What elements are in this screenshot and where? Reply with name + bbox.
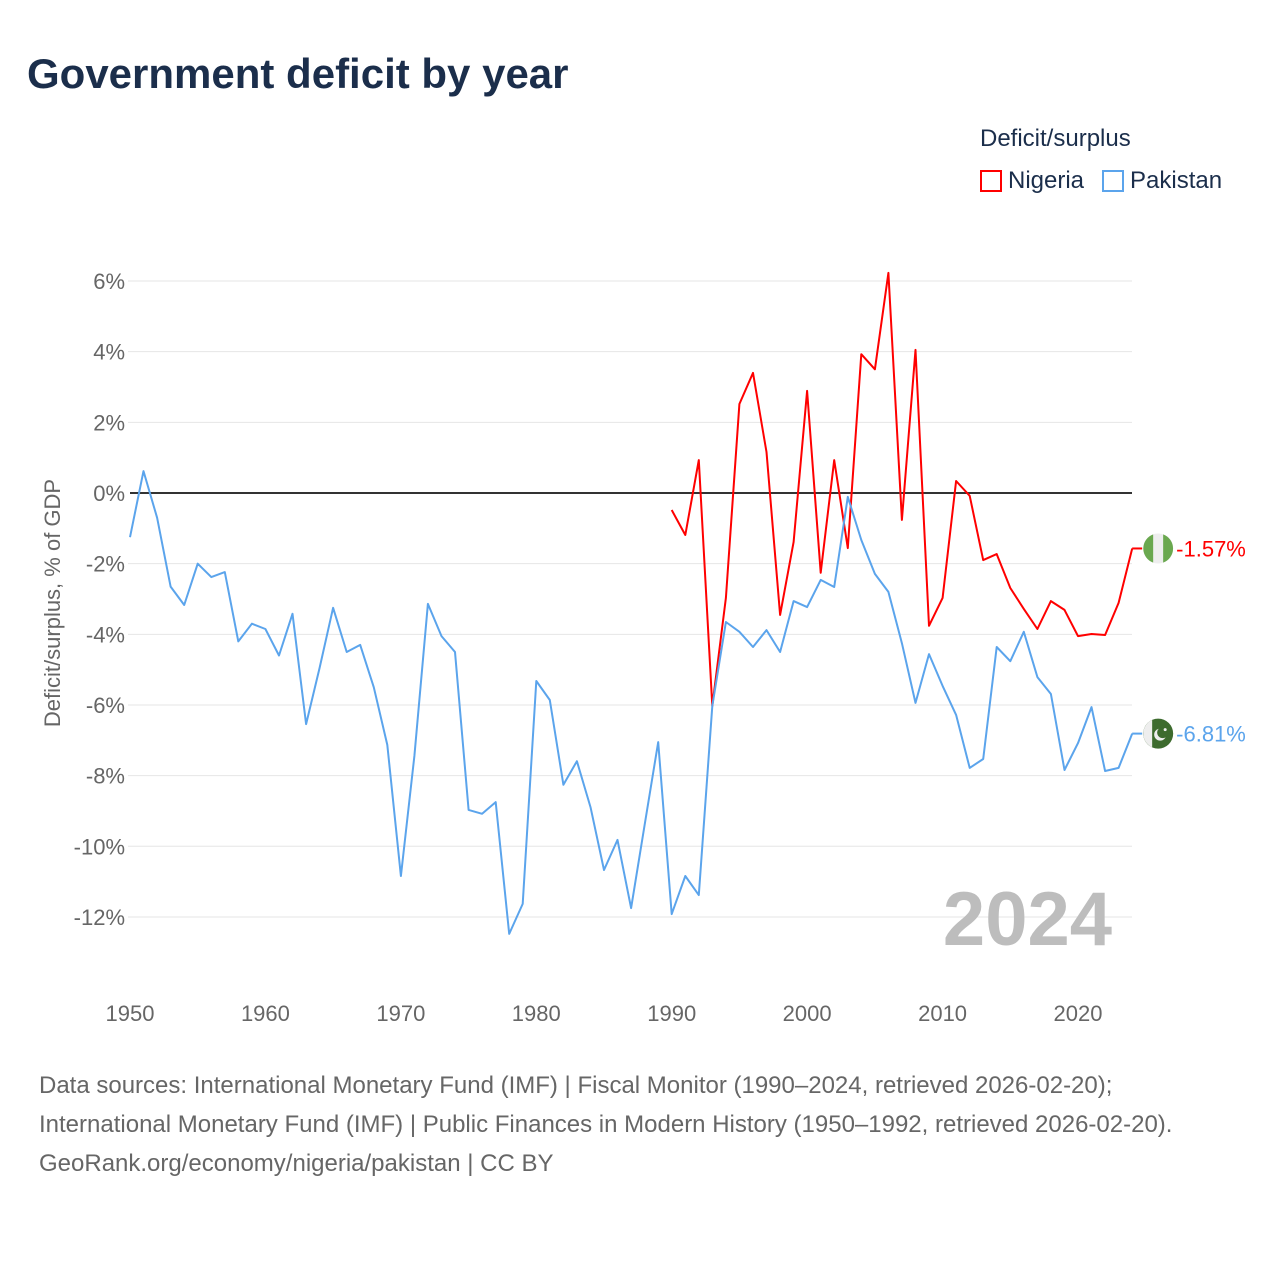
y-tick-label: -10% bbox=[74, 834, 125, 859]
legend-label: Pakistan bbox=[1130, 167, 1223, 194]
legend-item-pakistan[interactable]: Pakistan bbox=[1102, 167, 1222, 195]
legend-item-nigeria[interactable]: Nigeria bbox=[980, 167, 1084, 195]
footer: Data sources: International Monetary Fun… bbox=[39, 1066, 1239, 1183]
y-tick-label: -12% bbox=[74, 905, 125, 930]
y-tick-label: -4% bbox=[86, 622, 125, 647]
star-icon bbox=[1163, 728, 1167, 732]
legend: Nigeria Pakistan bbox=[980, 167, 1222, 195]
legend-swatch-pakistan bbox=[1102, 170, 1125, 192]
x-tick-label: 1990 bbox=[647, 1001, 696, 1026]
x-tick-label: 2000 bbox=[783, 1001, 832, 1026]
x-tick-label: 1980 bbox=[512, 1001, 561, 1026]
y-tick-label: 4% bbox=[93, 340, 125, 365]
x-tick-label: 2010 bbox=[918, 1001, 967, 1026]
x-tick-label: 2020 bbox=[1054, 1001, 1103, 1026]
legend-title: Deficit/surplus bbox=[980, 125, 1131, 152]
end-value-label: -1.57% bbox=[1176, 536, 1246, 561]
series-line-pakistan bbox=[129, 470, 1134, 935]
legend-swatch-nigeria bbox=[980, 170, 1002, 192]
x-tick-label: 1970 bbox=[376, 1001, 425, 1026]
nigeria-flag-icon-green-right bbox=[1163, 534, 1174, 563]
nigeria-flag-icon-green-left bbox=[1143, 534, 1154, 563]
y-tick-label: -6% bbox=[86, 693, 125, 718]
y-tick-label: 2% bbox=[93, 410, 125, 435]
y-tick-label: -8% bbox=[86, 764, 125, 789]
y-tick-label: -2% bbox=[86, 552, 125, 577]
x-tick-label: 1950 bbox=[106, 1001, 155, 1026]
crescent-icon-cut bbox=[1157, 727, 1169, 739]
line-chart: 6% 4% 2% 0% -2% -4% -6% -8% -10% -12% 1950 1960 1970… bbox=[40, 269, 1246, 1026]
end-value-label: -6.81% bbox=[1176, 722, 1246, 747]
y-tick-label: 6% bbox=[93, 269, 125, 294]
y-axis-label: Deficit/surplus, % of GDP bbox=[40, 479, 65, 727]
legend-label: Nigeria bbox=[1008, 167, 1085, 194]
chart-title: Government deficit by year bbox=[27, 50, 569, 97]
x-tick-label: 1960 bbox=[241, 1001, 290, 1026]
pakistan-flag-icon-white-band bbox=[1143, 719, 1153, 748]
credit-link[interactable]: GeoRank.org/economy/nigeria/pakistan | C… bbox=[39, 1150, 554, 1177]
y-tick-label: 0% bbox=[93, 481, 125, 506]
year-watermark: 2024 bbox=[943, 877, 1112, 962]
data-sources: Data sources: International Monetary Fun… bbox=[39, 1072, 1173, 1138]
series-line-nigeria bbox=[670, 271, 1134, 707]
